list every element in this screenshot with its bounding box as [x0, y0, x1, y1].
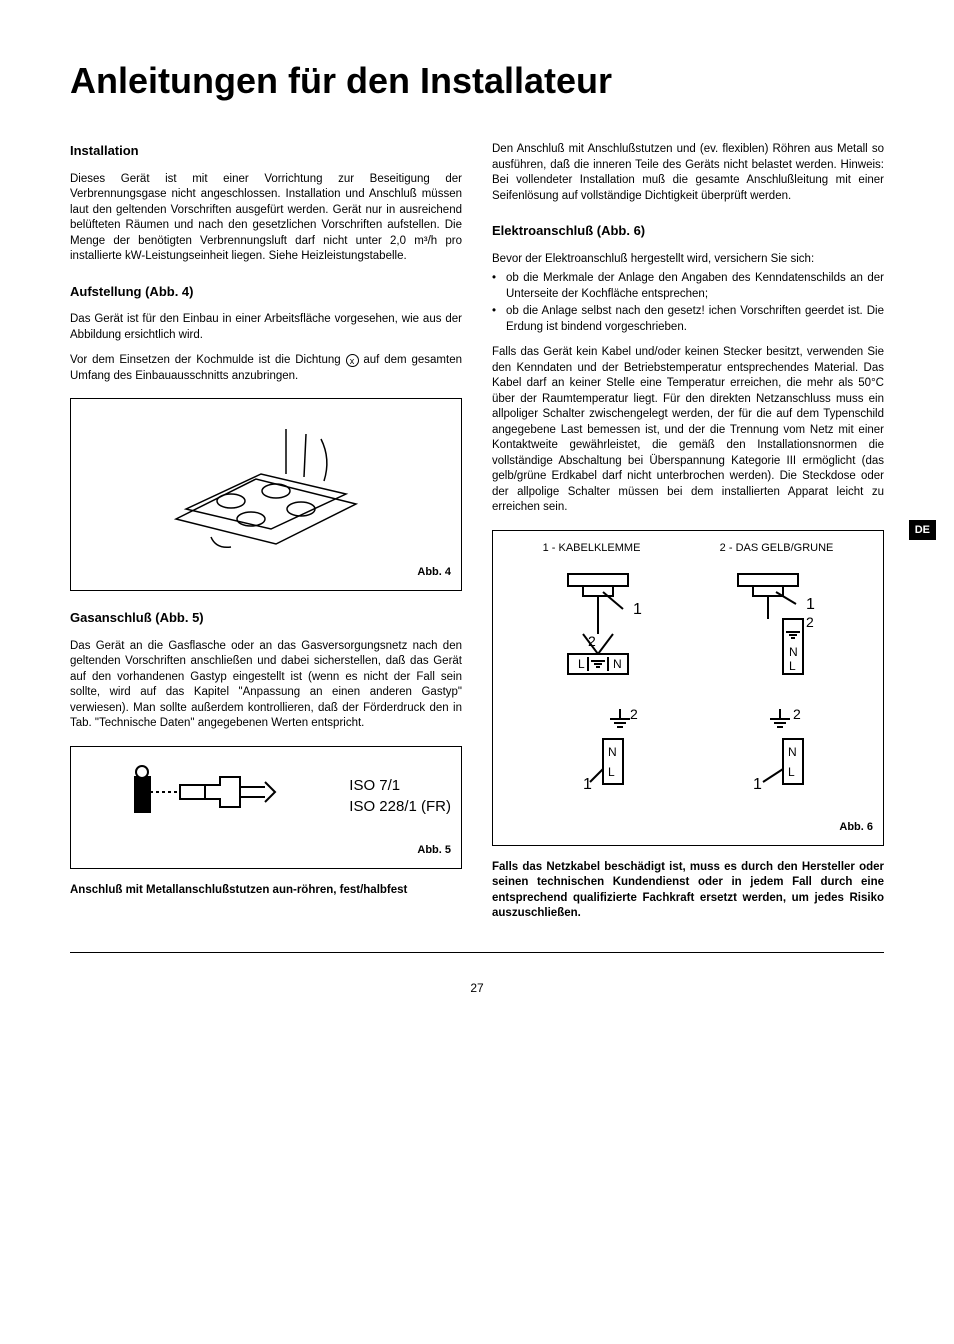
figure-6-label-1: 1 - KABELKLEMME: [543, 541, 641, 556]
right-column: Den Anschluß mit Anschlußstutzen und (ev…: [492, 142, 884, 922]
page-title: Anleitungen für den Installateur: [70, 60, 884, 102]
para-warning: Falls das Netzkabel beschädigt ist, muss…: [492, 860, 884, 922]
svg-text:1: 1: [753, 776, 762, 793]
para-elektro-1: Bevor der Elektroanschluß hergestellt wi…: [492, 252, 884, 268]
left-column: Installation Dieses Gerät ist mit einer …: [70, 142, 462, 922]
language-tab: DE: [909, 520, 936, 540]
svg-text:2: 2: [793, 706, 801, 722]
figure-6-caption: Abb. 6: [503, 820, 873, 835]
svg-text:L: L: [578, 657, 585, 671]
svg-text:1: 1: [633, 601, 642, 618]
figure-5-svg: [130, 757, 280, 837]
bullet-2: ob die Anlage selbst nach den gesetz! ic…: [492, 304, 884, 335]
svg-text:N: N: [608, 745, 617, 759]
heading-aufstellung: Aufstellung (Abb. 4): [70, 283, 462, 301]
figure-5: ISO 7/1 ISO 228/1 (FR) Abb. 5: [70, 746, 462, 869]
para-metall: Anschluß mit Metallanschlußstutzen aun-r…: [70, 883, 462, 899]
svg-text:1: 1: [806, 596, 815, 613]
para-gas: Das Gerät an die Gasflasche oder an das …: [70, 639, 462, 732]
svg-text:L: L: [608, 765, 615, 779]
para-aufstellung-2: Vor dem Einsetzen der Kochmulde ist die …: [70, 353, 462, 384]
figure-6-svg: L N 1 2: [528, 564, 848, 814]
svg-text:2: 2: [806, 614, 814, 630]
figure-4-svg: [136, 409, 396, 559]
footer-rule: [70, 952, 884, 953]
svg-text:N: N: [789, 645, 798, 659]
figure-6-labels: 1 - KABELKLEMME 2 - DAS GELB/GRUNE: [503, 541, 873, 556]
para-installation: Dieses Gerät ist mit einer Vorrichtung z…: [70, 172, 462, 265]
figure-5-caption: Abb. 5: [81, 843, 451, 858]
para-aufstellung-2a: Vor dem Einsetzen der Kochmulde ist die …: [70, 354, 346, 366]
figure-5-labels: ISO 7/1 ISO 228/1 (FR): [349, 776, 451, 817]
para-elektro-2: Falls das Gerät kein Kabel und/oder kein…: [492, 345, 884, 516]
bullet-1: ob die Merkmale der Anlage den Angaben d…: [492, 271, 884, 302]
svg-text:2: 2: [630, 706, 638, 722]
svg-text:N: N: [613, 657, 622, 671]
elektro-bullets: ob die Merkmale der Anlage den Angaben d…: [492, 271, 884, 335]
figure-6-label-2: 2 - DAS GELB/GRUNE: [720, 541, 834, 556]
para-aufstellung-1: Das Gerät ist für den Einbau in einer Ar…: [70, 312, 462, 343]
svg-text:L: L: [788, 765, 795, 779]
svg-text:1: 1: [583, 776, 592, 793]
svg-text:N: N: [788, 745, 797, 759]
circled-x-icon: x: [346, 354, 359, 367]
svg-text:L: L: [789, 659, 796, 673]
figure-4-caption: Abb. 4: [81, 565, 451, 580]
svg-text:2: 2: [588, 633, 596, 649]
para-right-top: Den Anschluß mit Anschlußstutzen und (ev…: [492, 142, 884, 204]
figure-4: Abb. 4: [70, 398, 462, 591]
content-columns: Installation Dieses Gerät ist mit einer …: [70, 142, 884, 922]
figure-5-iso1: ISO 7/1: [349, 776, 451, 796]
heading-gas: Gasanschluß (Abb. 5): [70, 609, 462, 627]
figure-5-iso2: ISO 228/1 (FR): [349, 797, 451, 817]
heading-installation: Installation: [70, 142, 462, 160]
page-number: 27: [70, 973, 884, 995]
heading-elektro: Elektroanschluß (Abb. 6): [492, 222, 884, 240]
figure-6: 1 - KABELKLEMME 2 - DAS GELB/GRUNE L: [492, 530, 884, 846]
